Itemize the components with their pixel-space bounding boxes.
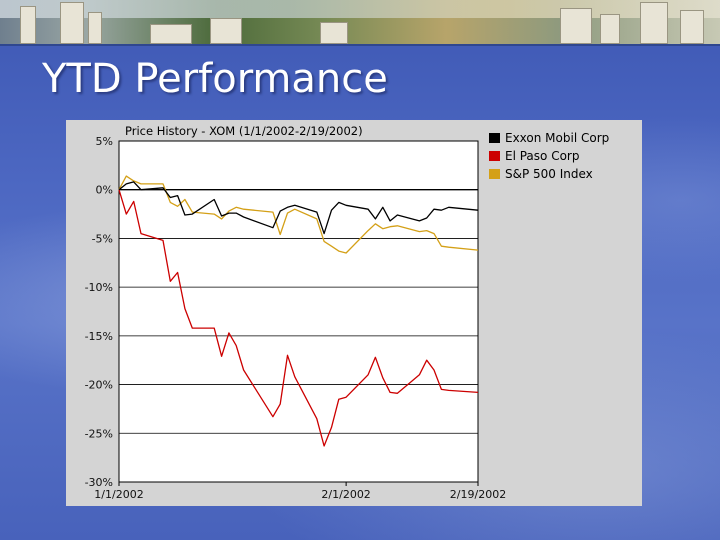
series-line-el-paso-corp [118,189,479,447]
banner-building [60,2,84,44]
chart-title: Price History - XOM (1/1/2002-2/19/2002) [125,124,363,138]
price-history-chart: Price History - XOM (1/1/2002-2/19/2002)… [85,124,610,501]
banner-sky [0,0,720,18]
legend-swatch [489,169,500,179]
y-tick-label: -5% [92,232,113,245]
legend-label: S&P 500 Index [505,167,593,181]
grid-lines [119,140,478,483]
legend-label: El Paso Corp [505,149,579,163]
banner-building [680,10,704,44]
y-tick-label: -10% [85,281,113,294]
plot-area [118,140,479,483]
series-line-s-p-500-index [118,175,479,254]
banner-building [600,14,620,44]
legend-swatch [489,151,500,161]
header-banner-image [0,0,720,46]
x-axis-tick-labels: 1/1/2002 2/1/2002 2/19/2002 [94,482,506,501]
y-tick-label: -30% [85,476,113,489]
series-line-exxon-mobil-corp [118,181,479,235]
y-tick-label: -20% [85,379,113,392]
banner-building [88,12,102,44]
y-tick-label: 5% [96,135,113,148]
legend-label: Exxon Mobil Corp [505,131,609,145]
banner-building [150,24,192,44]
legend-swatch [489,133,500,143]
y-tick-label: 0% [96,184,113,197]
series-lines [118,175,479,447]
x-tick-label: 2/1/2002 [321,488,370,501]
banner-building [320,22,348,44]
legend: Exxon Mobil Corp El Paso Corp S&P 500 Inde… [489,131,609,181]
x-tick-label: 2/19/2002 [450,488,506,501]
banner-building [20,6,36,44]
y-tick-label: -25% [85,427,113,440]
y-tick-label: -15% [85,330,113,343]
y-axis-tick-labels: 5% 0% -5% -10% -15% -20% -25% -30% [85,135,113,489]
banner-building [210,18,242,44]
x-tick-label: 1/1/2002 [94,488,143,501]
chart-panel: Price History - XOM (1/1/2002-2/19/2002)… [66,120,642,506]
banner-building [640,2,668,44]
slide-title: YTD Performance [42,56,388,102]
banner-building [560,8,592,44]
